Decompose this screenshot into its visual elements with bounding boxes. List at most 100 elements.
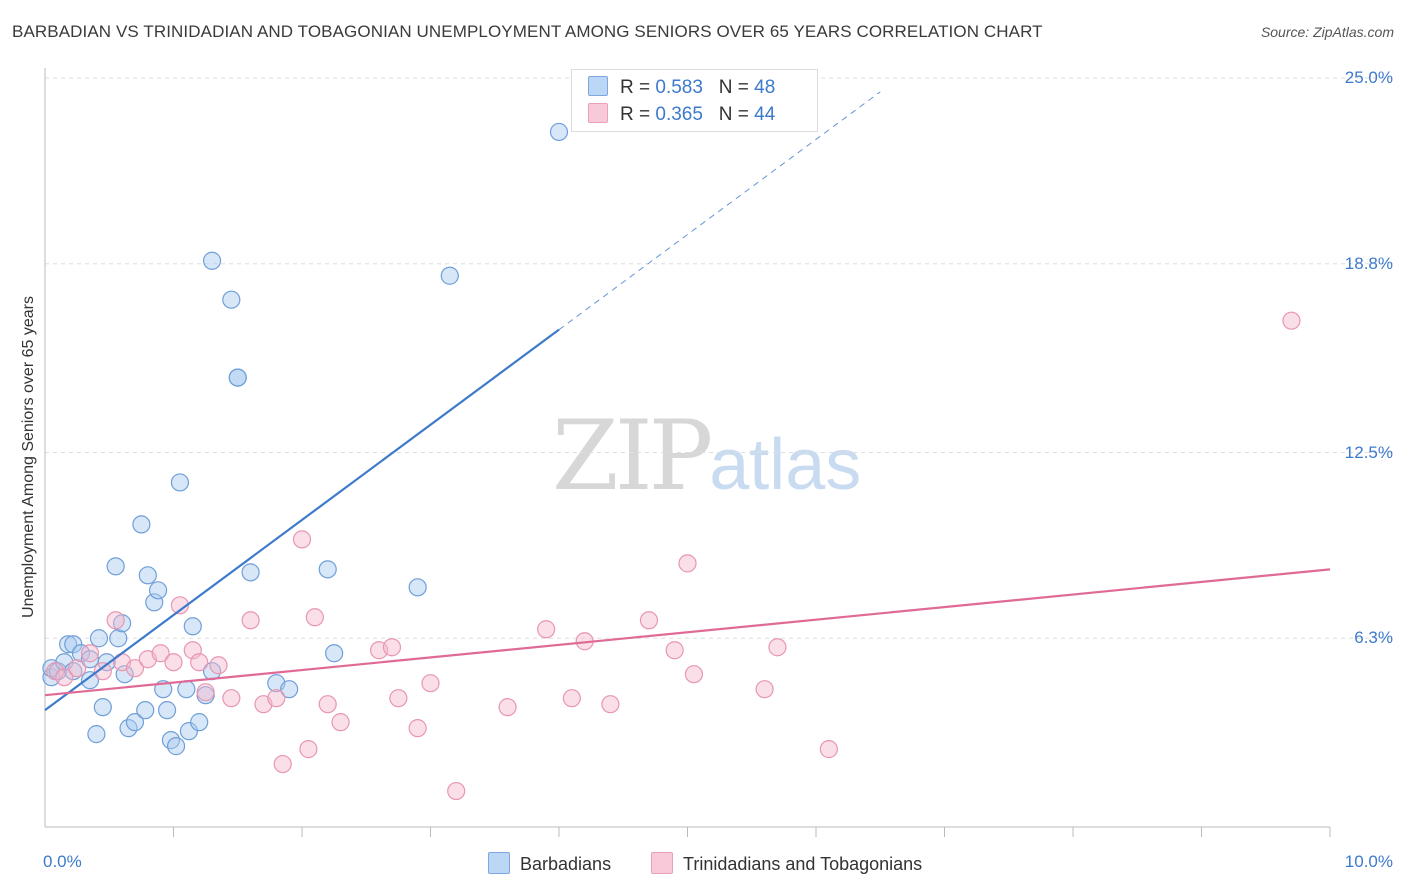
trinidadians-point [305,608,324,627]
barbadians-point [136,701,155,720]
barbadians-point [241,563,260,582]
legend-label-barbadians: Barbadians [520,854,612,874]
legend-row-trinidadians: R = 0.365 N = 44 [588,103,775,126]
trinidadians-point [755,680,774,699]
barbadians-point [87,725,106,744]
barbadians-point [59,635,78,654]
barbadians-point [179,722,199,741]
barbadians-point [202,251,222,270]
trinidadians-point [639,611,659,630]
trinidadians-point [196,683,215,702]
watermark: ZIPatlas [552,400,861,512]
trinidadians-point [267,689,286,708]
legend-n-label: N = [718,77,749,98]
trinidadians-point [93,662,112,681]
barbadians-point [280,680,299,699]
trinidadians-point [684,665,704,684]
y-tick-label: 12.5% [1344,442,1393,462]
chart-title: BARBADIAN VS TRINIDADIAN AND TOBAGONIAN … [12,22,1043,41]
barbadians-point [177,680,196,699]
barbadians-point [166,737,186,756]
barbadians-trend-line [44,328,560,712]
barbadians-point [408,578,427,597]
x-tick-label-min: 0.0% [43,852,82,871]
trinidadians-point [389,689,408,708]
barbadians-point [148,581,168,600]
trinidadians-point [421,674,440,693]
trinidadians-point [678,554,697,573]
legend-n-label: N = [718,104,749,125]
legend-n-value: 44 [754,104,776,125]
watermark-atlas: atlas [709,425,862,505]
trinidadians-point [241,611,260,630]
barbadians-point [93,698,112,717]
trinidadians-point [331,713,350,732]
trinidadians-point [164,653,183,672]
trinidadians-point [601,695,620,714]
legend-item-trinidadians: Trinidadians and Tobagonians [651,852,922,875]
trinidadians-point [665,641,684,660]
barbadians-point [549,122,569,142]
trinidadians-point [209,656,228,675]
trinidadians-point [68,659,87,678]
legend-swatch-pink [588,103,608,123]
barbadians-point [228,368,247,387]
trinidadians-point [125,659,145,678]
trinidadians-point [382,638,402,657]
trinidadians-trend-line [44,568,1331,697]
legend-label-trinidadians: Trinidadians and Tobagonians [683,854,923,874]
barbadians-point [109,629,128,648]
barbadians-point [183,617,202,636]
trinidadians-point [1282,311,1301,330]
correlation-legend: R = 0.583 N = 48 R = 0.365 N = 44 [571,69,818,132]
legend-n-value: 48 [754,77,776,98]
x-tick-label-max: 10.0% [1344,852,1393,871]
trinidadians-point [819,740,838,759]
trinidadians-point [273,754,292,774]
trinidadians-point [768,638,787,657]
barbadians-point [115,665,134,684]
trinidadians-point [190,653,209,672]
barbadians-point [222,290,241,309]
trinidadians-point [151,644,170,663]
legend-swatch-trinidadians [651,852,673,874]
trinidadians-point [80,644,100,663]
barbadians-point [325,644,344,663]
trinidadians-point [318,695,337,714]
legend-r-label: R = [620,77,651,98]
trinidadians-point [222,689,241,708]
barbadians-point [161,731,181,750]
barbadians-point [440,266,459,285]
legend-item-barbadians: Barbadians [488,852,611,875]
barbadians-point [318,560,337,579]
source-label: Source: ZipAtlas.com [1260,24,1394,40]
legend-r-label: R = [620,104,651,125]
y-axis-label: Unemployment Among Seniors over 65 years [20,296,37,618]
trinidadians-point [447,781,466,801]
watermark-zip: ZIP [552,400,713,512]
barbadians-point [170,473,190,492]
legend-r-value: 0.583 [655,77,703,98]
legend-r-value: 0.365 [655,104,703,125]
trinidadians-point [55,668,74,687]
barbadians-point [145,593,164,612]
trinidadians-point [537,620,556,639]
y-tick-label: 18.8% [1344,253,1393,273]
trinidadians-point [46,662,65,681]
trinidadians-point [299,740,318,759]
barbadians-point [89,629,109,648]
barbadians-trend-extension [558,91,881,331]
barbadians-point [125,713,145,732]
y-tick-label: 25.0% [1344,68,1393,87]
barbadians-point [132,515,151,534]
legend-row-barbadians: R = 0.583 N = 48 [588,76,775,99]
y-tick-label: 6.3% [1354,628,1393,648]
trinidadians-point [292,530,312,549]
barbadians-point [80,671,100,690]
legend-swatch-barbadians [488,852,510,874]
barbadians-point [106,557,125,576]
barbadians-point [190,713,209,732]
trinidadians-point [106,611,125,630]
barbadians-point [157,701,177,720]
